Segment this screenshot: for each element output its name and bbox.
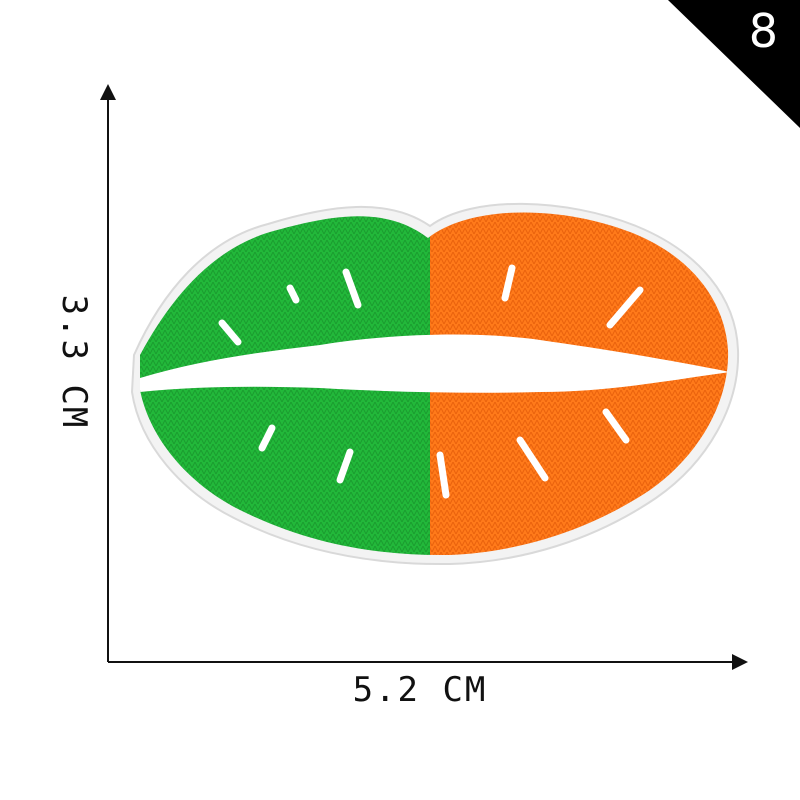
lips-highlights-green [218, 268, 362, 484]
width-label: 5.2 CM [352, 670, 488, 710]
lips-highlights-orange [436, 264, 644, 499]
lips-patch [130, 202, 740, 566]
corner-badge [668, 0, 800, 128]
badge-number: 8 [748, 4, 778, 58]
height-label: 3.3 CM [54, 294, 94, 430]
lips-center-gap [140, 334, 729, 393]
